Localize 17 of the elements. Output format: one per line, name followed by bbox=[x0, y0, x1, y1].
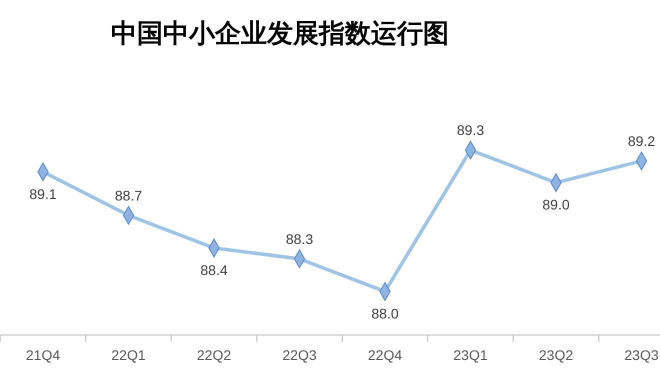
data-label: 89.2 bbox=[628, 132, 656, 149]
x-tick-label: 21Q4 bbox=[26, 347, 60, 363]
data-label: 89.0 bbox=[542, 196, 570, 213]
data-label: 88.7 bbox=[114, 187, 142, 204]
text: 中国中小企业发展指数运行图 bbox=[111, 19, 449, 49]
data-label: 88.4 bbox=[200, 262, 228, 278]
x-tick-label: 22Q4 bbox=[368, 347, 402, 363]
x-tick-label: 23Q2 bbox=[538, 347, 574, 363]
data-label: 89.3 bbox=[456, 122, 484, 138]
data-label: 88.0 bbox=[371, 305, 399, 322]
data-label: 88.3 bbox=[286, 230, 314, 247]
x-tick-label: 22Q3 bbox=[282, 347, 317, 363]
data-label: 89.1 bbox=[29, 186, 57, 202]
x-tick-label: 23Q3 bbox=[624, 347, 659, 363]
x-tick-label: 22Q1 bbox=[111, 347, 146, 363]
x-tick-label: 22Q2 bbox=[196, 347, 232, 363]
x-tick-label: 23Q1 bbox=[453, 347, 488, 363]
